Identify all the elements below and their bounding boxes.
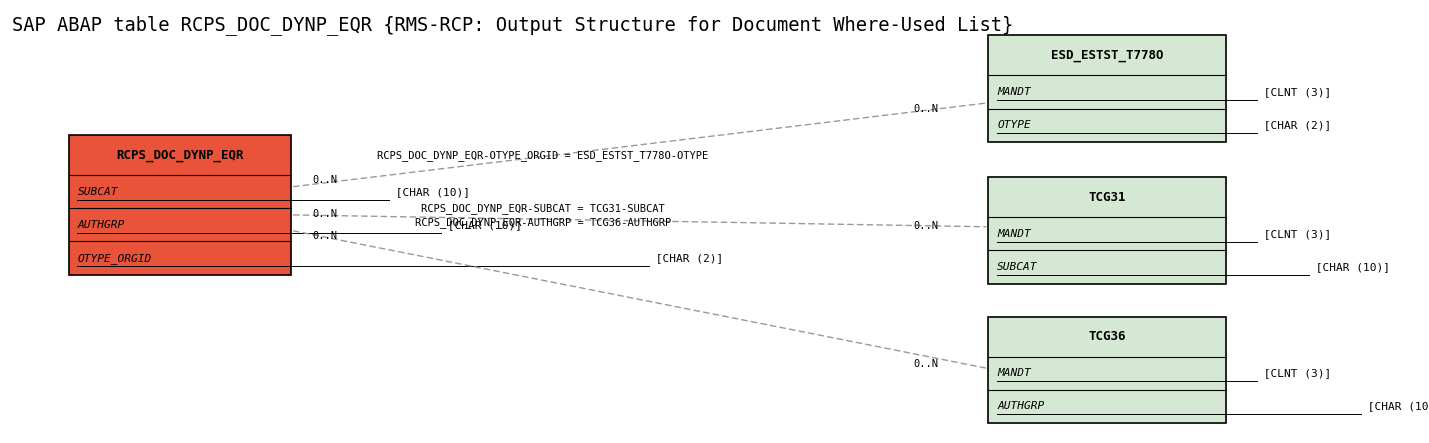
Text: [CHAR (10)]: [CHAR (10)] bbox=[440, 220, 522, 230]
Text: RCPS_DOC_DYNP_EQR: RCPS_DOC_DYNP_EQR bbox=[116, 148, 243, 162]
Text: [CHAR (2)]: [CHAR (2)] bbox=[649, 253, 723, 263]
Text: 0..N: 0..N bbox=[913, 221, 939, 231]
Bar bbox=[989, 250, 1226, 284]
Text: [CLNT (3)]: [CLNT (3)] bbox=[1258, 229, 1330, 239]
Text: [CLNT (3)]: [CLNT (3)] bbox=[1258, 368, 1330, 378]
Bar bbox=[69, 135, 292, 175]
Bar bbox=[989, 109, 1226, 142]
Bar bbox=[989, 35, 1226, 75]
Text: SAP ABAP table RCPS_DOC_DYNP_EQR {RMS-RCP: Output Structure for Document Where-U: SAP ABAP table RCPS_DOC_DYNP_EQR {RMS-RC… bbox=[13, 16, 1013, 35]
Text: RCPS_DOC_DYNP_EQR-OTYPE_ORGID = ESD_ESTST_T778O-OTYPE: RCPS_DOC_DYNP_EQR-OTYPE_ORGID = ESD_ESTS… bbox=[377, 151, 709, 161]
Text: SUBCAT: SUBCAT bbox=[77, 187, 117, 197]
Text: OTYPE_ORGID: OTYPE_ORGID bbox=[77, 253, 151, 264]
Bar bbox=[989, 177, 1226, 217]
Text: 0..N: 0..N bbox=[913, 104, 939, 113]
Text: TCG36: TCG36 bbox=[1089, 330, 1126, 343]
Bar bbox=[69, 135, 292, 275]
Text: TCG31: TCG31 bbox=[1089, 190, 1126, 204]
Text: RCPS_DOC_DYNP_EQR-AUTHGRP = TCG36-AUTHGRP: RCPS_DOC_DYNP_EQR-AUTHGRP = TCG36-AUTHGR… bbox=[414, 217, 672, 228]
Text: [CHAR (10)]: [CHAR (10)] bbox=[1309, 262, 1390, 272]
Bar bbox=[989, 75, 1226, 109]
Bar bbox=[69, 208, 292, 241]
Bar bbox=[989, 357, 1226, 390]
Bar bbox=[69, 175, 292, 208]
Text: OTYPE: OTYPE bbox=[997, 120, 1030, 130]
Bar bbox=[69, 241, 292, 275]
Bar bbox=[989, 177, 1226, 284]
Bar bbox=[989, 317, 1226, 423]
Text: ESD_ESTST_T778O: ESD_ESTST_T778O bbox=[1050, 49, 1163, 62]
Text: [CHAR (2)]: [CHAR (2)] bbox=[1258, 120, 1330, 130]
Text: 0..N: 0..N bbox=[913, 359, 939, 369]
Text: MANDT: MANDT bbox=[997, 368, 1030, 378]
Bar bbox=[989, 217, 1226, 250]
Text: AUTHGRP: AUTHGRP bbox=[997, 401, 1045, 412]
Bar bbox=[989, 390, 1226, 423]
Text: MANDT: MANDT bbox=[997, 87, 1030, 97]
Bar bbox=[989, 35, 1226, 142]
Text: [CHAR (10)]: [CHAR (10)] bbox=[389, 187, 470, 197]
Text: AUTHGRP: AUTHGRP bbox=[77, 220, 124, 230]
Text: SUBCAT: SUBCAT bbox=[997, 262, 1037, 272]
Text: [CLNT (3)]: [CLNT (3)] bbox=[1258, 87, 1330, 97]
Text: 0..N: 0..N bbox=[312, 209, 337, 218]
Text: MANDT: MANDT bbox=[997, 229, 1030, 239]
Text: 0..N: 0..N bbox=[312, 231, 337, 241]
Bar bbox=[989, 317, 1226, 357]
Text: RCPS_DOC_DYNP_EQR-SUBCAT = TCG31-SUBCAT: RCPS_DOC_DYNP_EQR-SUBCAT = TCG31-SUBCAT bbox=[422, 203, 664, 214]
Text: [CHAR (10)]: [CHAR (10)] bbox=[1360, 401, 1429, 412]
Text: 0..N: 0..N bbox=[312, 175, 337, 185]
